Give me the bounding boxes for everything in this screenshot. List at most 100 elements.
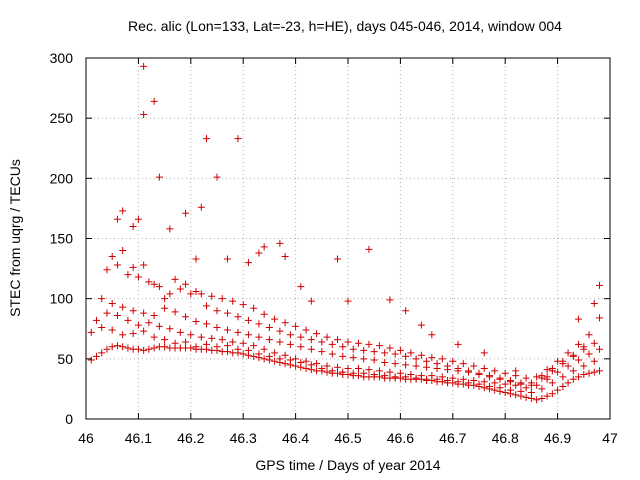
x-tick-label: 46.9 xyxy=(544,430,571,446)
data-point xyxy=(590,357,598,365)
data-point xyxy=(213,173,221,181)
data-point xyxy=(92,316,100,324)
data-point xyxy=(98,295,106,303)
data-point xyxy=(402,361,410,369)
y-tick-label: 0 xyxy=(65,411,73,427)
data-point xyxy=(108,343,116,351)
data-point xyxy=(150,280,158,288)
data-point xyxy=(370,370,378,378)
data-point xyxy=(171,339,179,347)
data-point xyxy=(559,373,567,381)
data-point xyxy=(187,331,195,339)
data-point xyxy=(580,343,588,351)
data-point xyxy=(260,355,268,363)
data-point xyxy=(281,319,289,327)
data-point xyxy=(192,343,200,351)
data-point xyxy=(554,368,562,376)
data-point xyxy=(119,247,127,255)
data-point xyxy=(423,363,431,371)
data-point xyxy=(433,375,441,383)
data-point xyxy=(396,346,404,354)
data-point xyxy=(223,342,231,350)
data-point xyxy=(470,376,478,384)
data-point xyxy=(213,307,221,315)
data-point xyxy=(197,333,205,341)
data-point xyxy=(396,369,404,377)
data-point xyxy=(590,368,598,376)
grid xyxy=(86,58,610,419)
data-point xyxy=(229,338,237,346)
data-point xyxy=(134,273,142,281)
data-point xyxy=(171,308,179,316)
data-point xyxy=(197,203,205,211)
data-point xyxy=(391,373,399,381)
data-point xyxy=(381,349,389,357)
data-point xyxy=(491,386,499,394)
y-tick-label: 250 xyxy=(50,110,74,126)
data-point xyxy=(108,326,116,334)
data-point xyxy=(292,362,300,370)
data-point xyxy=(244,346,252,354)
data-point xyxy=(370,348,378,356)
data-point xyxy=(150,333,158,341)
data-point xyxy=(407,370,415,378)
data-point xyxy=(354,364,362,372)
data-point xyxy=(229,297,237,305)
data-point xyxy=(543,366,551,374)
data-point xyxy=(449,374,457,382)
data-point xyxy=(203,320,211,328)
data-point xyxy=(129,330,137,338)
data-point xyxy=(223,255,231,263)
data-point xyxy=(417,321,425,329)
data-point xyxy=(585,369,593,377)
y-tick-labels: 0 50 100 150 200 250 300 xyxy=(50,50,74,427)
data-point xyxy=(239,339,247,347)
data-point xyxy=(119,343,127,351)
data-point xyxy=(365,245,373,253)
data-point xyxy=(161,304,169,312)
data-point xyxy=(522,384,530,392)
data-point xyxy=(176,285,184,293)
data-point xyxy=(134,345,142,353)
data-point xyxy=(213,343,221,351)
data-point xyxy=(365,340,373,348)
data-point xyxy=(108,253,116,261)
data-point xyxy=(134,215,142,223)
data-point xyxy=(218,336,226,344)
data-point xyxy=(276,355,284,363)
data-point xyxy=(454,340,462,348)
data-point xyxy=(590,299,598,307)
data-point xyxy=(260,310,268,318)
data-point xyxy=(344,364,352,372)
data-point xyxy=(129,263,137,271)
data-point xyxy=(596,314,604,322)
data-point xyxy=(103,266,111,274)
data-point xyxy=(192,287,200,295)
data-point xyxy=(386,368,394,376)
data-point xyxy=(559,383,567,391)
data-point xyxy=(538,374,546,382)
data-point xyxy=(386,296,394,304)
data-point xyxy=(512,381,520,389)
data-point xyxy=(292,322,300,330)
data-point xyxy=(281,360,289,368)
data-point xyxy=(349,369,357,377)
data-point xyxy=(375,373,383,381)
data-point xyxy=(465,367,473,375)
data-point xyxy=(386,344,394,352)
data-point xyxy=(140,327,148,335)
data-point xyxy=(119,207,127,215)
data-point xyxy=(223,326,231,334)
data-point xyxy=(402,373,410,381)
data-point xyxy=(234,135,242,143)
data-point xyxy=(506,376,514,384)
data-point xyxy=(113,312,121,320)
data-point xyxy=(339,343,347,351)
data-point xyxy=(538,385,546,393)
data-point xyxy=(391,350,399,358)
data-point xyxy=(134,321,142,329)
data-point xyxy=(276,327,284,335)
data-point xyxy=(239,350,247,358)
data-point xyxy=(244,316,252,324)
data-point xyxy=(313,330,321,338)
